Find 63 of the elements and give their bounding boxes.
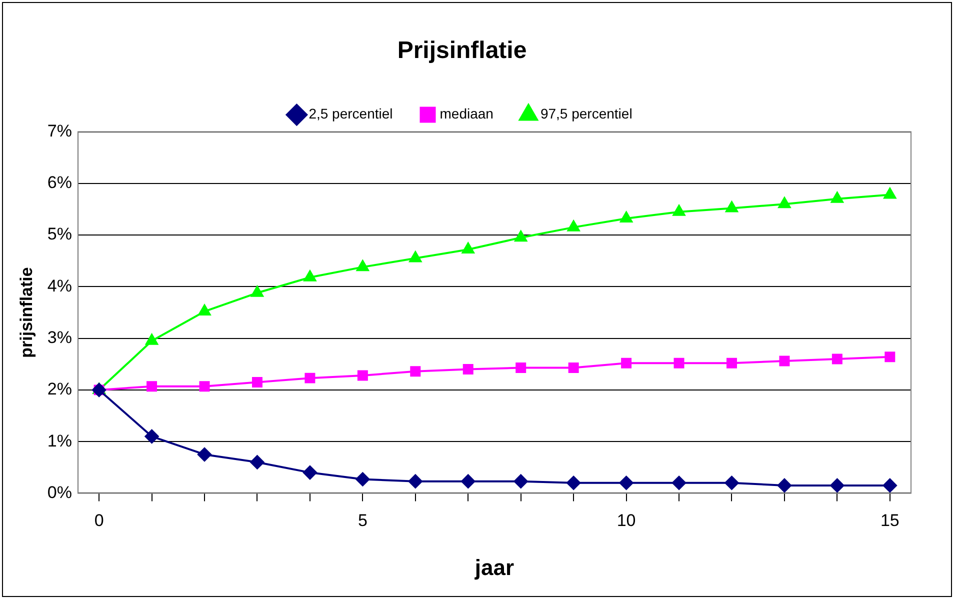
y-axis-title: prijsinflatie (16, 267, 36, 358)
y-tick-label: 4% (47, 276, 72, 296)
point (726, 201, 738, 212)
point (250, 455, 264, 470)
point (514, 474, 528, 488)
x-tick-label: 15 (880, 511, 900, 530)
point (461, 474, 476, 488)
y-tick-label: 7% (47, 121, 72, 140)
point (199, 381, 210, 392)
point (252, 376, 262, 388)
y-tick-label: 6% (47, 173, 72, 192)
point (408, 474, 422, 488)
point (726, 358, 737, 368)
point (514, 230, 528, 242)
point (830, 478, 844, 492)
point (144, 429, 159, 444)
point (620, 212, 632, 223)
y-tick-label: 5% (47, 224, 72, 244)
y-tick-label: 2% (47, 380, 72, 399)
point (674, 358, 684, 368)
point (516, 362, 526, 373)
point (621, 358, 632, 368)
point (304, 270, 316, 282)
point (724, 476, 739, 490)
y-tick-label: 3% (47, 328, 72, 347)
point (884, 188, 896, 199)
point (198, 447, 212, 462)
point (672, 204, 686, 216)
point (302, 466, 317, 480)
point (778, 197, 791, 208)
point (568, 362, 579, 373)
point (251, 286, 264, 297)
y-tick-label: 1% (47, 431, 72, 450)
point (566, 476, 581, 490)
point (567, 220, 580, 232)
legend-label: 2,5 percentiel (308, 106, 393, 122)
point (882, 478, 897, 492)
point (779, 356, 790, 366)
point (832, 354, 842, 364)
point (462, 364, 474, 375)
point (619, 476, 634, 490)
x-tick-label: 10 (616, 511, 636, 530)
point (410, 366, 421, 377)
point (884, 352, 896, 362)
chart-title: Prijsinflatie (397, 37, 527, 64)
point (672, 476, 686, 490)
point (146, 334, 158, 345)
point (198, 304, 211, 316)
x-axis-title: jaar (474, 554, 514, 580)
legend-label: 97,5 percentiel (540, 106, 632, 122)
point (146, 381, 158, 392)
x-tick-label: 5 (358, 511, 368, 530)
legend-label: mediaan (440, 106, 494, 122)
point (304, 372, 316, 384)
y-tick-label: 0% (47, 482, 72, 502)
point (356, 260, 369, 272)
point (830, 192, 844, 203)
point (356, 472, 370, 486)
point (357, 370, 368, 381)
x-tick-label: 0 (94, 511, 104, 530)
point (462, 242, 474, 254)
point (777, 478, 792, 492)
point (409, 251, 422, 262)
